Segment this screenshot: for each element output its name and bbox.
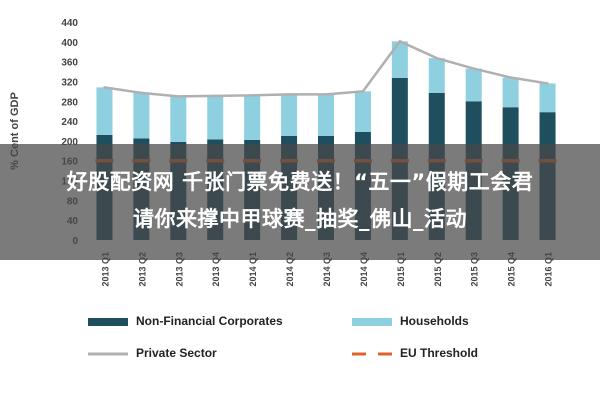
line-point-private-sector: [472, 67, 475, 70]
bar-households: [244, 95, 261, 140]
x-tick-label: 2015 Q2: [433, 252, 443, 287]
line-point-private-sector: [398, 40, 402, 43]
x-tick-label: 2015 Q3: [470, 252, 480, 287]
y-tick-label: 400: [61, 38, 78, 49]
bar-households: [207, 95, 224, 140]
legend-label-non-financial-corporates: Non-Financial Corporates: [136, 314, 283, 328]
line-point-private-sector: [287, 93, 291, 96]
bar-households: [428, 58, 445, 93]
line-point-private-sector: [546, 82, 549, 85]
line-point-private-sector: [509, 76, 512, 79]
x-tick-label: 2014 Q2: [285, 252, 295, 287]
line-point-private-sector: [140, 91, 143, 95]
y-tick-label: 280: [61, 97, 78, 108]
line-point-private-sector: [324, 93, 328, 96]
x-tick-label: 2013 Q3: [174, 252, 184, 287]
x-tick-label: 2013 Q1: [100, 252, 110, 287]
promo-banner-line-2[interactable]: 请你来撑中甲球赛_抽奖_佛山_活动: [133, 207, 467, 231]
legend-label-households: Households: [400, 314, 469, 328]
bar-households: [539, 83, 556, 113]
legend-label-private-sector: Private Sector: [136, 346, 217, 360]
line-point-private-sector: [103, 86, 106, 89]
y-tick-label: 240: [61, 117, 78, 128]
x-axis: 2013 Q1 2013 Q2 2013 Q3 2013 Q4 2014 Q1 2014 …: [100, 252, 553, 287]
bar-households: [465, 68, 482, 102]
bar-households: [281, 94, 298, 136]
y-tick-label: 440: [61, 18, 78, 29]
bar-households: [391, 41, 408, 78]
line-point-private-sector: [361, 90, 365, 93]
line-point-private-sector: [250, 94, 254, 97]
x-tick-label: 2015 Q4: [507, 252, 517, 287]
legend-swatch-households: [352, 318, 392, 326]
bar-households: [133, 92, 150, 139]
y-tick-label: 320: [61, 77, 78, 88]
line-point-private-sector: [435, 56, 438, 60]
x-tick-label: 2014 Q4: [359, 252, 369, 287]
bar-households: [354, 91, 371, 132]
bar-households: [318, 94, 334, 136]
bar-households: [170, 96, 187, 142]
bar-households: [502, 77, 519, 108]
promo-banner-line-1[interactable]: 好股配资网 千张门票免费送！“五一”假期工会君: [66, 170, 534, 194]
x-tick-label: 2015 Q1: [396, 252, 406, 287]
x-tick-label: 2013 Q4: [211, 252, 221, 287]
x-tick-label: 2014 Q3: [322, 252, 332, 287]
line-point-private-sector: [214, 94, 217, 98]
line-point-private-sector: [177, 95, 180, 98]
legend-label-eu-threshold: EU Threshold: [400, 346, 479, 360]
legend: [88, 318, 392, 356]
legend-swatch-non-financial-corporates: [88, 318, 128, 326]
x-tick-label: 2013 Q2: [137, 252, 147, 287]
promo-banner[interactable]: [0, 144, 600, 260]
x-tick-label: 2016 Q1: [544, 252, 554, 287]
y-tick-label: 200: [61, 137, 78, 148]
y-tick-label: 360: [61, 58, 78, 69]
x-tick-label: 2014 Q1: [248, 252, 258, 287]
bar-households: [96, 87, 113, 135]
